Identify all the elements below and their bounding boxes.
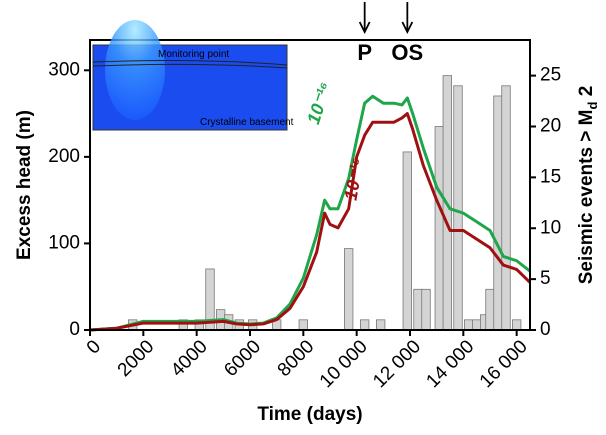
y-tick-label: 300 — [48, 59, 80, 80]
x-tick-label: 10 000 — [316, 336, 372, 392]
inset-label: Crystalline basement — [200, 117, 294, 128]
y-tick-label: 0 — [69, 319, 80, 340]
bar — [463, 319, 474, 331]
bar — [434, 126, 445, 331]
bar — [485, 288, 495, 331]
bar — [402, 151, 413, 331]
bar — [501, 85, 511, 331]
x-tick-label: 0 — [83, 336, 105, 358]
y2-title-part: 2 — [576, 86, 597, 102]
y2-tick-label: 25 — [540, 65, 561, 86]
y2-axis-title: Seismic events > Md 2 — [576, 86, 600, 285]
line — [89, 94, 531, 332]
series-label: 10⁻¹⁶ — [303, 80, 335, 127]
x-tick-label: 16 000 — [476, 336, 532, 392]
line — [89, 112, 532, 332]
y-tick-label: 200 — [48, 146, 80, 167]
y-axis-title: Excess head (m) — [14, 110, 35, 260]
inset-label: Monitoring point — [158, 49, 229, 60]
inset-image: Monitoring point Crystalline basement — [92, 20, 294, 131]
bar — [512, 319, 522, 331]
x-axis-title: Time (days) — [257, 404, 362, 425]
x-tick-label: 2000 — [114, 336, 159, 381]
y2-tick-label: 15 — [540, 166, 561, 187]
series-label: 10⁻¹⁵ — [341, 156, 368, 202]
x-tick-label: 4000 — [167, 336, 212, 381]
event-arrowhead — [401, 21, 414, 35]
bar — [453, 85, 463, 331]
y-tick-label: 100 — [48, 232, 80, 253]
event-arrowhead — [358, 21, 371, 35]
bar — [343, 248, 354, 331]
y2-tick-label: 20 — [540, 116, 561, 137]
x-tick-label: 12 000 — [369, 336, 425, 392]
event-label: P — [357, 40, 372, 65]
bar — [471, 319, 482, 331]
y2-tick-label: 5 — [540, 268, 551, 289]
bar — [375, 319, 386, 331]
event-label: OS — [391, 40, 423, 65]
x-tick-label: 14 000 — [422, 336, 478, 392]
y2-title-sub: d — [585, 102, 600, 110]
bar — [359, 319, 370, 331]
bar — [298, 319, 309, 331]
bar — [421, 288, 431, 331]
bar — [413, 288, 423, 331]
bar — [493, 95, 503, 331]
y2-tick-label: 10 — [540, 217, 561, 238]
plot-frame — [89, 39, 531, 331]
x-tick-label: 8000 — [274, 336, 319, 381]
y2-title-part: Seismic events > M — [576, 110, 597, 285]
y2-tick-label: 0 — [540, 319, 551, 340]
x-tick-label: 6000 — [220, 336, 265, 381]
